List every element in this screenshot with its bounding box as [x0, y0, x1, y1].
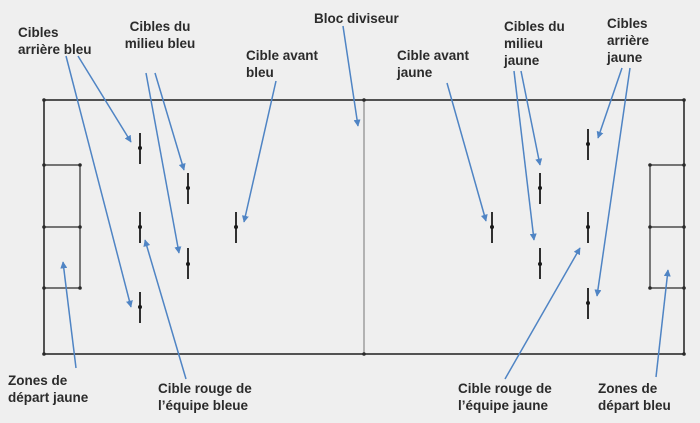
- arrow-blue-back-top: [77, 55, 132, 143]
- label-blue-front-target: Cible avant bleu: [246, 48, 319, 80]
- arrow-yellow-front: [446, 82, 488, 222]
- target-blue-middle-bottom: [186, 248, 190, 279]
- label-yellow-team-red-target: Cible rouge de l’équipe jaune: [458, 381, 552, 413]
- label-yellow-middle-targets: Cibles du milieu jaune: [504, 19, 565, 68]
- arrow-yellow-start-zones: [60, 261, 77, 369]
- arrow-yellow-middle-top: [520, 70, 543, 166]
- target-blue-back-top: [138, 133, 142, 164]
- target-blue-front: [234, 212, 238, 243]
- start-zones-left: [44, 164, 81, 289]
- target-blue-back-bottom: [138, 292, 142, 323]
- label-blue-start-zones: Zones de départ bleu: [598, 381, 671, 413]
- label-blue-team-red-target: Cible rouge de l’équipe bleue: [158, 381, 252, 413]
- target-yellow-front: [490, 212, 494, 243]
- arrow-divider: [342, 25, 361, 127]
- target-yellow-back-bottom: [586, 288, 590, 319]
- target-yellow-back-top: [586, 129, 590, 160]
- target-yellow-middle-bottom: [538, 248, 542, 279]
- label-blue-back-targets: Cibles arrière bleu: [18, 25, 92, 57]
- target-yellow-red: [586, 212, 590, 243]
- start-zones-right: [649, 164, 684, 289]
- label-yellow-front-target: Cible avant jaune: [397, 48, 470, 80]
- label-blue-middle-targets: Cibles du milieu bleu: [124, 19, 196, 51]
- label-yellow-start-zones: Zones de départ jaune: [8, 373, 89, 405]
- arrow-yellow-red: [504, 247, 581, 380]
- arrow-yellow-back-bottom: [594, 67, 631, 297]
- label-divider-block: Bloc diviseur: [314, 11, 399, 26]
- label-yellow-back-targets: Cibles arrière jaune: [607, 16, 650, 65]
- target-yellow-middle-top: [538, 173, 542, 204]
- arrow-yellow-middle-bottom: [513, 70, 537, 241]
- arrow-yellow-back-top: [596, 67, 623, 139]
- arrow-blue-start-zones: [655, 269, 671, 378]
- arrow-blue-front: [241, 80, 277, 223]
- target-blue-red: [138, 212, 142, 243]
- arrow-blue-back-bottom: [65, 55, 133, 308]
- arrow-blue-middle-top: [154, 72, 186, 171]
- target-blue-middle-top: [186, 173, 190, 204]
- boundary-markers: [42, 98, 686, 356]
- arrow-blue-middle-bottom: [145, 72, 182, 254]
- arrow-blue-red: [143, 239, 187, 380]
